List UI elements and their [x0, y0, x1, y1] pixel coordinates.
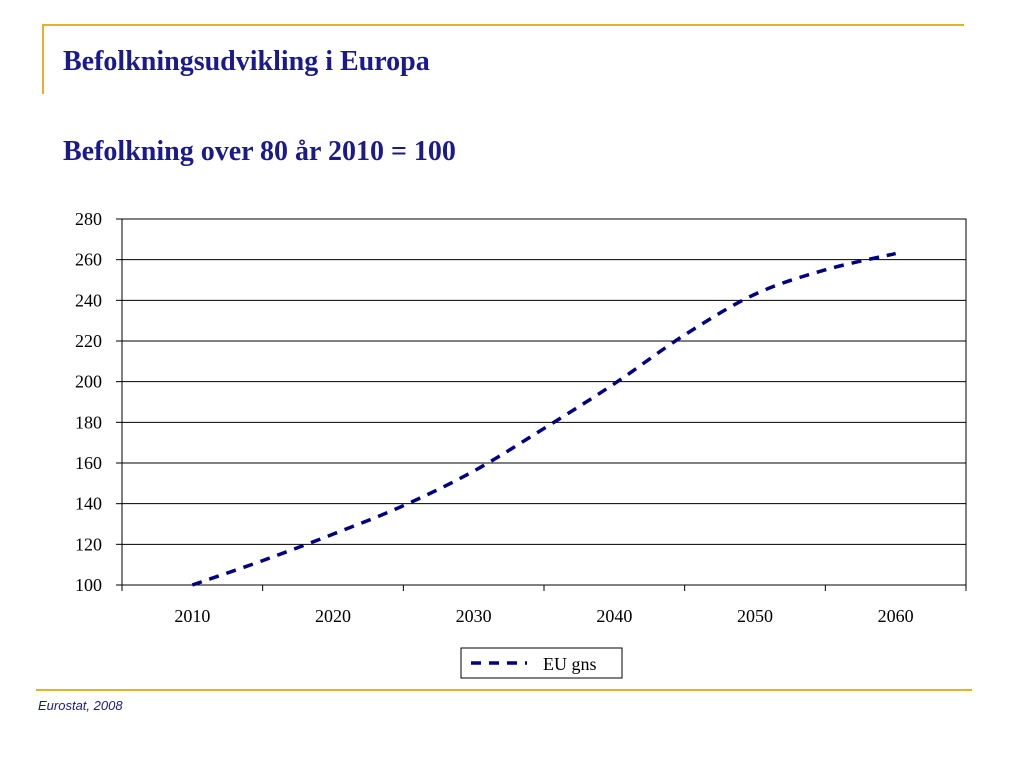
x-tick-label: 2030 [456, 606, 492, 626]
x-tick-label: 2040 [596, 606, 632, 626]
chart-subtitle: Befolkning over 80 år 2010 = 100 [63, 136, 456, 167]
y-tick-label: 140 [75, 494, 102, 514]
series-layer [191, 251, 897, 587]
side-accent-rule [42, 24, 44, 94]
top-accent-rule [42, 24, 964, 26]
y-tick-label: 260 [75, 250, 102, 270]
plot-area-frame [121, 218, 967, 586]
source-citation: Eurostat, 2008 [38, 698, 123, 713]
axis-layer: 100 120 140 160 180 200 220 240 260 280 2010 2020 20… [75, 209, 967, 626]
legend-box [460, 647, 623, 679]
legend: EU gns [460, 647, 623, 679]
slide-title: Befolkningsudvikling i Europa [63, 46, 430, 77]
y-tick-label: 200 [75, 372, 102, 392]
y-tick-label: 100 [75, 575, 102, 595]
y-tick-label: 180 [75, 412, 102, 432]
x-tick-label: 2050 [737, 606, 773, 626]
legend-label: EU gns [543, 654, 597, 674]
x-tick-label: 2020 [315, 606, 351, 626]
y-tick-label: 120 [75, 534, 102, 554]
x-tick-label: 2010 [174, 606, 210, 626]
y-tick-label: 240 [75, 290, 102, 310]
y-tick-label: 220 [75, 331, 102, 351]
bottom-accent-rule [36, 689, 972, 691]
series-line-eu-gns [191, 251, 897, 587]
grid-layer [121, 218, 967, 586]
x-tick-label: 2060 [878, 606, 914, 626]
y-tick-label: 280 [75, 209, 102, 229]
y-tick-label: 160 [75, 453, 102, 473]
